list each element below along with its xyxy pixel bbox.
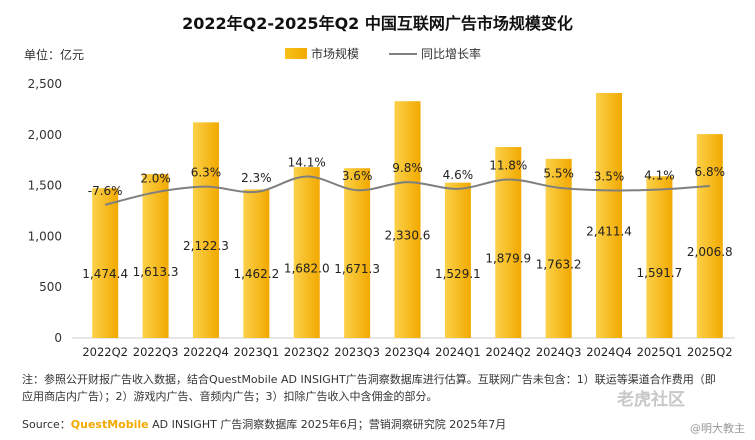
x-tick-label: 2024Q4 xyxy=(586,345,632,359)
bar xyxy=(293,167,320,338)
source-prefix: Source： xyxy=(22,418,71,431)
x-tick-label: 2022Q2 xyxy=(82,345,128,359)
x-tick-label: 2025Q2 xyxy=(687,345,733,359)
growth-rate-label: 2.0% xyxy=(140,171,171,185)
bar xyxy=(142,174,169,338)
y-tick-label: 1,500 xyxy=(28,179,62,193)
chart-legend: 市场规模 同比增长率 xyxy=(285,45,481,62)
x-tick-label: 2025Q1 xyxy=(637,345,683,359)
growth-rate-label: 6.3% xyxy=(191,166,222,180)
bar xyxy=(92,188,119,338)
x-tick-label: 2023Q1 xyxy=(234,345,280,359)
source-line: Source：QuestMobile AD INSIGHT 广告洞察数据库 20… xyxy=(22,416,506,432)
y-tick-label: 500 xyxy=(39,280,62,294)
x-tick-label: 2022Q4 xyxy=(183,345,229,359)
x-tick-label: 2024Q2 xyxy=(485,345,531,359)
y-tick-label: 2,500 xyxy=(28,77,62,91)
legend-bar-swatch xyxy=(285,48,307,59)
bar-value-label: 1,462.2 xyxy=(233,267,279,281)
x-tick-label: 2024Q3 xyxy=(536,345,582,359)
x-tick-label: 2024Q1 xyxy=(435,345,481,359)
growth-rate-label: 4.1% xyxy=(644,169,675,183)
chart-svg: 0 500 1,000 1,500 2,000 2,500 2022Q2 2022Q3 2022… xyxy=(28,77,735,359)
chart-title: 2022年Q2-2025年Q2 中国互联网广告市场规模变化 xyxy=(182,14,573,33)
bar xyxy=(646,176,673,338)
bar-value-label: 2,122.3 xyxy=(183,239,229,253)
growth-rate-label: 3.5% xyxy=(594,169,625,183)
growth-rate-label: 11.8% xyxy=(489,158,527,172)
legend-bar-label: 市场规模 xyxy=(311,47,360,61)
source-rest: AD INSIGHT 广告洞察数据库 2025年6月；营销洞察研究院 2025年… xyxy=(148,418,507,431)
bar-value-label: 1,613.3 xyxy=(133,265,179,279)
bar xyxy=(596,93,623,338)
bar-value-label: 1,763.2 xyxy=(536,257,582,271)
growth-rate-label: 14.1% xyxy=(288,155,326,169)
bar-value-label: 1,879.9 xyxy=(485,252,531,266)
legend-line-label: 同比增长率 xyxy=(421,47,482,61)
bar xyxy=(394,101,421,339)
y-tick-label: 0 xyxy=(54,331,62,345)
x-tick-label: 2023Q2 xyxy=(284,345,330,359)
growth-rate-label: 3.6% xyxy=(342,169,373,183)
watermark-community: 老虎社区 xyxy=(617,390,685,410)
source-brand: QuestMobile xyxy=(70,418,149,431)
y-tick-label: 2,000 xyxy=(28,128,62,142)
bar xyxy=(192,122,219,338)
growth-rate-line xyxy=(104,175,710,206)
bar-value-label: 2,006.8 xyxy=(687,245,733,259)
bar xyxy=(243,189,270,338)
legend-line-swatch xyxy=(389,52,418,55)
growth-rate-label: 2.3% xyxy=(241,171,272,185)
bar xyxy=(495,147,522,338)
y-tick-label: 1,000 xyxy=(28,229,62,243)
bar-value-label: 1,474.4 xyxy=(82,267,128,281)
x-tick-label: 2023Q3 xyxy=(334,345,380,359)
chart-footnote: 注：参照公开财报广告收入数据，结合QuestMobile AD INSIGHT广… xyxy=(22,373,716,403)
bar-value-label: 2,330.6 xyxy=(385,229,431,243)
x-tick-label: 2022Q3 xyxy=(133,345,179,359)
bar-value-label: 1,682.0 xyxy=(284,262,330,276)
growth-rate-label: 4.6% xyxy=(443,168,474,182)
bar-value-label: 1,591.7 xyxy=(637,266,683,280)
bar-value-label: 1,529.1 xyxy=(435,267,481,281)
growth-rate-label: 9.8% xyxy=(392,161,423,175)
growth-rate-label: 6.8% xyxy=(695,165,726,179)
x-tick-label: 2023Q4 xyxy=(385,345,431,359)
bar xyxy=(344,168,371,338)
bar xyxy=(444,182,471,338)
bar-value-label: 2,411.4 xyxy=(586,225,632,239)
growth-rate-label: -7.6% xyxy=(88,184,123,198)
watermark-user: @明大教主 xyxy=(690,422,745,435)
bar-value-label: 1,671.3 xyxy=(334,262,380,276)
bar xyxy=(696,134,723,338)
growth-rate-label: 5.5% xyxy=(543,167,574,181)
y-axis-unit-label: 单位：亿元 xyxy=(24,48,85,62)
